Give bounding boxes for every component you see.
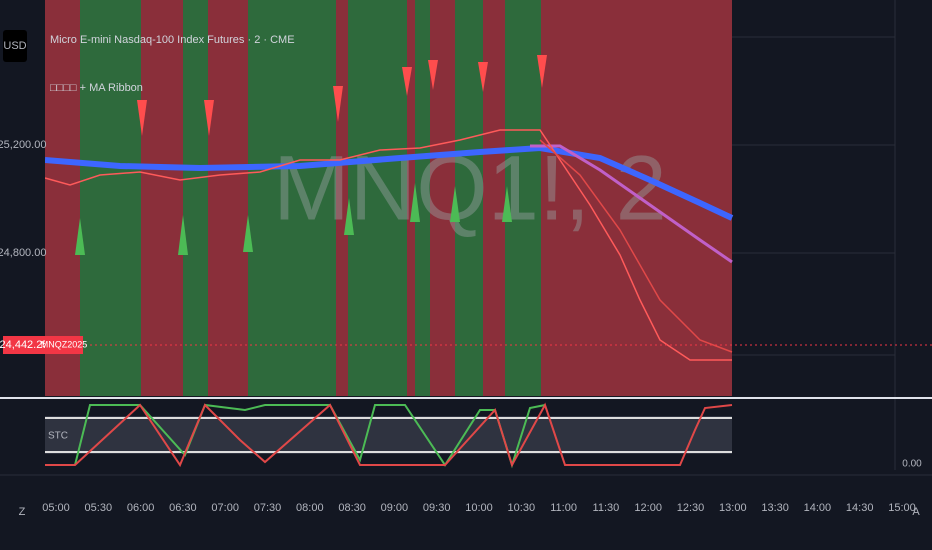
price [44, 129, 732, 361]
time-label: 09:00 [381, 502, 409, 514]
price-scale [0, 0, 45, 470]
currency-button[interactable] [3, 30, 27, 62]
time-label: 08:00 [296, 502, 324, 514]
time-label: 14:30 [846, 502, 874, 514]
toolbar-right[interactable]: A [912, 506, 920, 518]
time-label: 11:30 [593, 502, 620, 514]
time-label: 07:00 [211, 502, 239, 514]
time-label: 14:00 [804, 502, 832, 514]
indicator-title[interactable]: □□□□ + MA Ribbon [50, 82, 143, 94]
time-label: 12:00 [634, 502, 662, 514]
symbol-title[interactable]: Micro E-mini Nasdaq-100 Index Futures · … [50, 34, 295, 46]
time-label: 07:30 [254, 502, 282, 514]
stc-pane [45, 402, 733, 469]
ma-fast [539, 139, 733, 353]
currency[interactable]: USD [3, 40, 26, 52]
time-label: 12:30 [677, 502, 705, 514]
contract-tag [45, 336, 83, 354]
time-label: 15:00 [888, 502, 916, 514]
time-label: 05:00 [42, 502, 70, 514]
stc-scale: 0.00 [902, 459, 922, 470]
time-label: 08:30 [338, 502, 366, 514]
time-axis: 05:00 05:30 06:00 06:30 07:00 07:30 08:00 08:30… [42, 502, 916, 514]
sell-signals [137, 55, 547, 136]
time-label: 10:00 [465, 502, 493, 514]
contract: MNQZ2025 [41, 339, 88, 349]
toolbar-left[interactable]: Z [19, 506, 26, 518]
ma-mid [530, 144, 733, 264]
session-bands [45, 0, 732, 396]
last-price-tag [3, 336, 45, 354]
time-label: 06:30 [169, 502, 197, 514]
time-label: 06:00 [127, 502, 155, 514]
last-price: 24,442.25 [0, 339, 48, 351]
buy-signals [75, 183, 512, 255]
time-label: 09:30 [423, 502, 451, 514]
price-label: 24,800.00 [0, 247, 46, 259]
time-label: 10:30 [508, 502, 536, 514]
time-label: 13:00 [719, 502, 747, 514]
time-label: 11:00 [550, 502, 577, 514]
time-label: 05:30 [85, 502, 113, 514]
grid [732, 0, 896, 470]
price-label: 25,200.00 [0, 139, 46, 151]
ma-slow [44, 144, 734, 221]
stc-label: STC [48, 431, 68, 442]
time-label: 13:30 [761, 502, 789, 514]
